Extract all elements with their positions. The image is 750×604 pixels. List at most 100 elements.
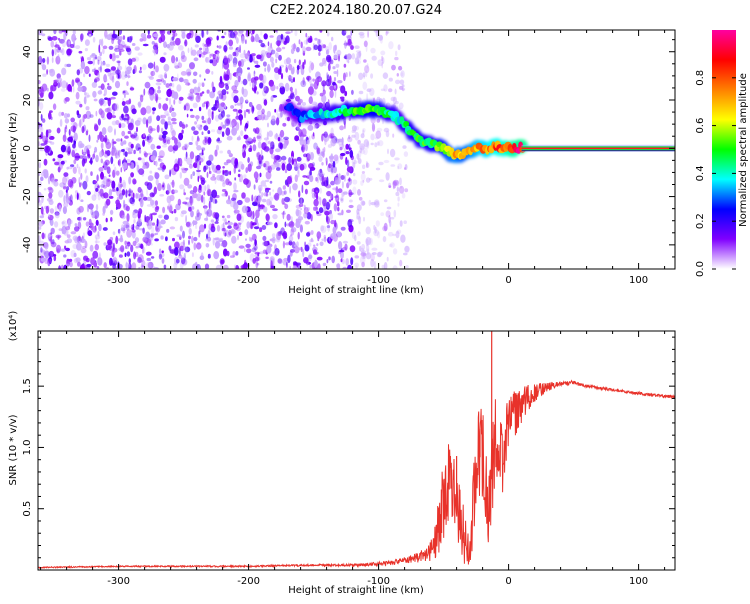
speckle-mark xyxy=(45,205,49,214)
speckle-mark xyxy=(229,72,232,81)
speckle-mark xyxy=(84,145,89,154)
speckle-mark xyxy=(287,116,290,122)
speckle-mark xyxy=(123,224,130,228)
speckle-mark xyxy=(304,143,308,152)
speckle-mark xyxy=(84,39,90,46)
speckle-mark xyxy=(275,52,279,59)
speckle-mark xyxy=(130,134,136,139)
speckle-mark xyxy=(201,91,205,94)
speckle-mark xyxy=(383,84,388,92)
speckle-mark xyxy=(330,180,335,186)
speckle-mark xyxy=(114,103,119,111)
speckle-mark xyxy=(285,31,291,34)
speckle-mark xyxy=(228,39,234,47)
speckle-mark xyxy=(359,245,362,252)
speckle-mark xyxy=(260,180,266,187)
speckle-mark xyxy=(323,234,326,239)
speckle-mark xyxy=(239,178,241,183)
snr-ylabel: SNR (10 * v/v) xyxy=(8,414,19,485)
speckle-mark xyxy=(209,91,216,99)
speckle-mark xyxy=(141,260,146,268)
speckle-mark xyxy=(345,258,350,266)
speckle-mark xyxy=(184,41,187,44)
speckle-mark xyxy=(334,195,338,199)
speckle-mark xyxy=(293,58,297,64)
speckle-mark xyxy=(321,133,324,142)
speckle-mark xyxy=(349,245,356,253)
speckle-mark xyxy=(154,171,157,175)
speckle-mark xyxy=(316,147,321,155)
speckle-mark xyxy=(277,113,282,119)
speckle-mark xyxy=(139,198,144,208)
speckle-mark xyxy=(205,56,210,63)
speckle-mark xyxy=(117,65,123,71)
speckle-mark xyxy=(63,97,68,104)
speckle-mark xyxy=(233,166,236,174)
speckle-mark xyxy=(236,102,242,106)
speckle-mark xyxy=(122,162,128,170)
speckle-mark xyxy=(224,118,231,127)
speckle-mark xyxy=(304,188,308,195)
speckle-mark xyxy=(104,87,107,96)
speckle-mark xyxy=(105,78,108,82)
speckle-mark xyxy=(262,249,267,254)
speckle-mark xyxy=(306,157,310,162)
speckle-mark xyxy=(206,40,212,47)
speckle-mark xyxy=(298,247,303,251)
speckle-mark xyxy=(118,49,125,52)
speckle-mark xyxy=(265,187,271,191)
speckle-mark xyxy=(390,242,395,248)
speckle-mark xyxy=(266,52,272,59)
speckle-mark xyxy=(173,61,177,69)
speckle-mark xyxy=(215,164,221,171)
speckle-mark xyxy=(185,124,189,128)
speckle-mark xyxy=(243,134,249,140)
speckle-mark xyxy=(317,38,321,46)
speckle-mark xyxy=(319,62,324,67)
speckle-mark xyxy=(317,173,322,178)
speckle-mark xyxy=(351,125,357,132)
speckle-mark xyxy=(248,236,251,242)
speckle-mark xyxy=(150,199,155,206)
speckle-mark xyxy=(309,175,314,183)
speckle-mark xyxy=(139,94,144,103)
speckle-mark xyxy=(274,72,280,80)
speckle-mark xyxy=(332,187,338,191)
speckle-mark xyxy=(118,230,121,236)
speckle-mark xyxy=(368,177,373,181)
speckle-mark xyxy=(321,94,327,103)
speckle-mark xyxy=(130,244,134,253)
speckle-mark xyxy=(337,188,343,194)
speckle-mark xyxy=(366,141,370,149)
speckle-mark xyxy=(56,249,59,253)
speckle-mark xyxy=(228,152,232,156)
speckle-mark xyxy=(196,193,202,202)
speckle-mark xyxy=(274,192,280,201)
speckle-mark xyxy=(241,36,245,44)
speckle-mark xyxy=(360,133,365,139)
speckle-mark xyxy=(146,221,149,227)
speckle-mark xyxy=(351,230,356,240)
speckle-mark xyxy=(54,161,60,166)
speckle-mark xyxy=(182,230,185,239)
speckle-mark xyxy=(294,174,298,183)
speckle-mark xyxy=(85,130,89,136)
speckle-mark xyxy=(160,235,164,240)
speckle-mark xyxy=(193,236,198,242)
speckle-mark xyxy=(53,255,57,262)
speckle-mark xyxy=(179,172,182,179)
speckle-mark xyxy=(265,139,268,148)
speckle-mark xyxy=(361,261,365,268)
speckle-mark xyxy=(84,48,88,52)
speckle-mark xyxy=(215,237,221,245)
speckle-mark xyxy=(188,206,192,212)
speckle-mark xyxy=(179,121,183,128)
speckle-mark xyxy=(358,216,362,225)
speckle-mark xyxy=(116,187,119,192)
speckle-mark xyxy=(155,160,158,167)
speckle-mark xyxy=(267,165,272,173)
speckle-mark xyxy=(344,158,348,165)
speckle-mark xyxy=(395,100,399,105)
speckle-mark xyxy=(105,217,108,223)
